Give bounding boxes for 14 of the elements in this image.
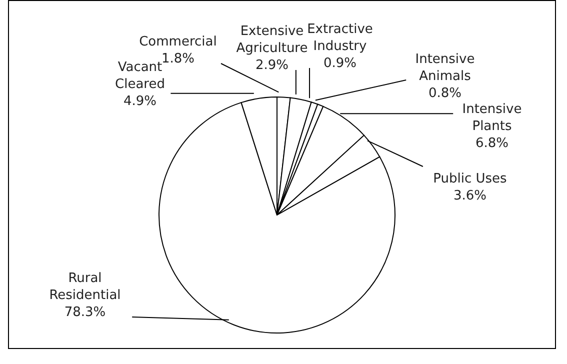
slice-label: Extractive Industry (307, 22, 373, 54)
slice-label: Intensive Animals (415, 52, 475, 84)
data-label: 0.9% (323, 56, 357, 71)
slice-label: Extensive Agriculture (236, 24, 308, 56)
slice-label: Intensive Plants (462, 102, 522, 134)
data-label: 0.8% (428, 86, 462, 101)
data-label: 4.9% (123, 94, 157, 109)
data-label: 6.8% (475, 136, 509, 151)
slice-label: Rural Residential (49, 271, 121, 303)
slice-label: Commercial (139, 34, 217, 50)
data-label: 2.9% (255, 58, 289, 73)
data-label: 78.3% (64, 305, 106, 320)
slice-label: Public Uses (433, 172, 508, 186)
data-label: 3.6% (453, 188, 487, 204)
